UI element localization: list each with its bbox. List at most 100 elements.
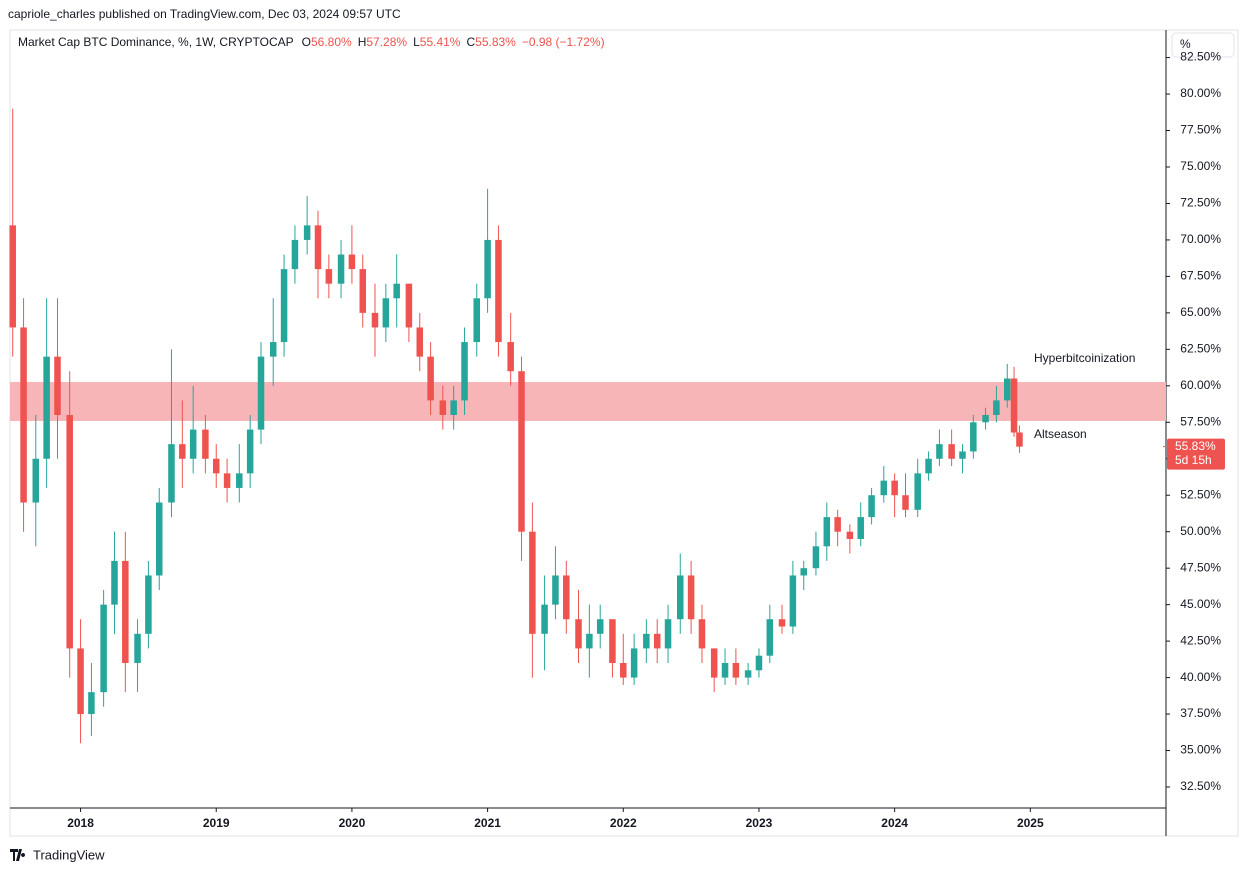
candle-body xyxy=(846,531,854,539)
candle-body xyxy=(393,283,400,299)
y-tick-label: 52.50% xyxy=(1180,487,1221,501)
candle-body xyxy=(236,473,243,488)
published-line: capriole_charles published on TradingVie… xyxy=(8,7,401,21)
band-annotation: Hyperbitcoinization xyxy=(1034,351,1135,365)
candle-body xyxy=(303,225,311,240)
candle-body xyxy=(32,458,40,503)
candle-body xyxy=(552,575,559,605)
candle-body xyxy=(155,502,163,576)
candle-body xyxy=(936,444,943,459)
candle-body xyxy=(800,568,807,576)
candle-body xyxy=(732,662,740,678)
candle-body xyxy=(168,444,175,503)
candle-body xyxy=(664,619,672,649)
candle-body xyxy=(721,662,729,678)
y-tick-label: 50.00% xyxy=(1180,524,1221,538)
candle-body xyxy=(880,480,888,496)
candle-body xyxy=(405,283,413,328)
candle-body xyxy=(541,604,548,634)
candle-body xyxy=(111,560,118,605)
resistance-band xyxy=(10,382,1166,421)
logo xyxy=(10,849,26,861)
candle-body xyxy=(359,269,367,313)
candle-body xyxy=(630,648,638,678)
candle-body xyxy=(189,429,197,459)
candle-body xyxy=(484,239,491,299)
candle-body xyxy=(993,400,1000,415)
y-tick-label: 67.50% xyxy=(1180,269,1221,283)
candle-body xyxy=(54,356,61,415)
legend-value: 55.83% xyxy=(475,35,516,49)
legend-key: H xyxy=(358,35,367,49)
candle-body xyxy=(212,458,220,474)
legend-key: C xyxy=(466,35,475,49)
candle-body xyxy=(1003,378,1011,401)
x-tick-label: 2019 xyxy=(203,816,230,830)
legend-change: −0.98 (−1.72%) xyxy=(522,35,605,49)
candle-body xyxy=(766,619,774,656)
candle-body xyxy=(970,422,977,452)
candle-body xyxy=(778,619,786,627)
y-tick-label: 82.50% xyxy=(1180,50,1221,64)
candle-body xyxy=(744,670,752,678)
legend-symbol: Market Cap BTC Dominance, %, 1W, CRYPTOC… xyxy=(18,35,294,49)
last-price-label: 55.83% xyxy=(1175,439,1216,453)
candle-body xyxy=(439,400,447,415)
x-tick-label: 2018 xyxy=(67,816,94,830)
candle-body xyxy=(857,517,864,539)
candle-body xyxy=(834,517,841,532)
candle-body xyxy=(450,400,457,415)
candle-body xyxy=(179,444,186,459)
candle-body xyxy=(473,298,480,343)
footer-brand: TradingView xyxy=(33,847,105,862)
candle-body xyxy=(122,560,129,663)
y-tick-label: 47.50% xyxy=(1180,560,1221,574)
y-tick-label: 77.50% xyxy=(1180,123,1221,137)
candle-body xyxy=(1010,378,1018,433)
symbol-legend: Market Cap BTC Dominance, %, 1W, CRYPTOC… xyxy=(18,35,605,49)
candle-body xyxy=(755,655,763,671)
candle-body xyxy=(427,356,434,401)
last-price-box xyxy=(1167,438,1225,470)
candle-body xyxy=(280,269,288,343)
candle-body xyxy=(223,473,231,488)
y-tick-label: 35.00% xyxy=(1180,743,1221,757)
candle-body xyxy=(1016,432,1023,447)
candle-body xyxy=(145,575,152,634)
candle-body xyxy=(20,327,27,503)
y-tick-label: 40.00% xyxy=(1180,670,1221,684)
candle-body xyxy=(100,604,107,693)
y-tick-label: 60.00% xyxy=(1180,378,1221,392)
candle-body xyxy=(609,619,616,663)
candle-body xyxy=(246,429,254,474)
y-tick-label: 45.00% xyxy=(1180,597,1221,611)
candle-body xyxy=(823,517,831,547)
candle-body xyxy=(563,575,570,620)
candle-body xyxy=(620,662,627,678)
candle-body xyxy=(416,327,424,357)
y-tick-label: 62.50% xyxy=(1180,342,1221,356)
candle-body xyxy=(518,371,525,532)
x-tick-label: 2024 xyxy=(881,816,908,830)
y-tick-label: 32.50% xyxy=(1180,779,1221,793)
legend-key: L xyxy=(413,35,420,49)
candle-body xyxy=(698,619,706,649)
frame xyxy=(9,29,1239,837)
candle-body xyxy=(495,239,502,343)
y-tick-label: 37.50% xyxy=(1180,706,1221,720)
candle-body xyxy=(868,495,875,518)
candle-body xyxy=(643,633,650,649)
candle-body xyxy=(596,619,604,634)
candle-body xyxy=(677,575,684,620)
candle-body xyxy=(461,342,468,401)
scale-button-label[interactable]: % xyxy=(1180,37,1191,51)
y-tick-label: 75.00% xyxy=(1180,159,1221,173)
candle-body xyxy=(43,356,50,459)
candle-body xyxy=(507,342,514,372)
x-tick-label: 2020 xyxy=(339,816,366,830)
scale-button[interactable] xyxy=(1171,32,1235,58)
candle-body xyxy=(529,531,536,634)
countdown-label: 5d 15h xyxy=(1175,453,1212,467)
candle-body xyxy=(902,495,909,510)
candle-body xyxy=(202,429,209,459)
